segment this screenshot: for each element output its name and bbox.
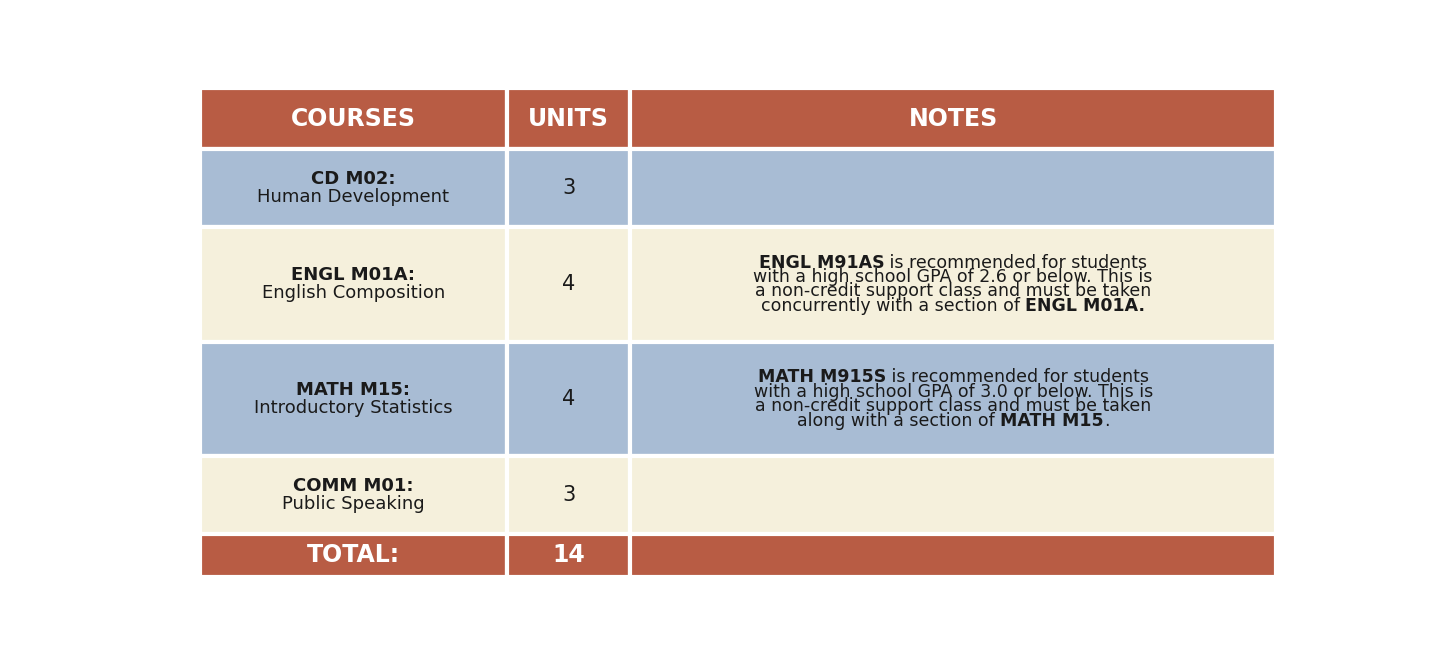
Text: ENGL M91AS: ENGL M91AS	[759, 253, 884, 272]
Text: NOTES: NOTES	[909, 107, 998, 131]
Bar	[507, 88, 631, 149]
Bar	[507, 149, 631, 227]
Text: concurrently with a section of: concurrently with a section of	[760, 297, 1025, 315]
Bar	[507, 457, 631, 534]
Bar	[507, 227, 631, 342]
Bar	[507, 534, 631, 576]
Text: Introductory Statistics: Introductory Statistics	[253, 399, 452, 417]
Text: ENGL M01A.: ENGL M01A.	[1025, 297, 1145, 315]
Text: TOTAL:: TOTAL:	[307, 543, 400, 567]
Bar	[631, 342, 1276, 457]
Text: .: .	[1104, 412, 1109, 430]
Text: 3: 3	[562, 178, 575, 198]
Bar	[200, 88, 507, 149]
Bar	[200, 534, 507, 576]
Text: 4: 4	[562, 389, 575, 409]
Bar	[200, 227, 507, 342]
Text: is recommended for students: is recommended for students	[884, 253, 1148, 272]
Bar	[200, 342, 507, 457]
Text: COURSES: COURSES	[291, 107, 416, 131]
Bar	[631, 149, 1276, 227]
Text: MATH M15: MATH M15	[1001, 412, 1104, 430]
Text: 14: 14	[552, 543, 585, 567]
Bar	[631, 88, 1276, 149]
Text: CD M02:: CD M02:	[311, 170, 396, 188]
Text: MATH M915S: MATH M915S	[757, 368, 886, 386]
Text: Human Development: Human Development	[258, 188, 449, 207]
Bar	[631, 457, 1276, 534]
Bar	[631, 534, 1276, 576]
Text: a non-credit support class and must be taken: a non-credit support class and must be t…	[755, 282, 1152, 301]
Text: UNITS: UNITS	[528, 107, 609, 131]
Bar	[507, 342, 631, 457]
Bar	[200, 149, 507, 227]
Text: along with a section of: along with a section of	[796, 412, 1001, 430]
Text: MATH M15:: MATH M15:	[297, 381, 410, 399]
Bar	[631, 227, 1276, 342]
Text: 4: 4	[562, 274, 575, 294]
Text: with a high school GPA of 2.6 or below. This is: with a high school GPA of 2.6 or below. …	[753, 268, 1153, 286]
Text: a non-credit support class and must be taken: a non-credit support class and must be t…	[755, 397, 1152, 415]
Text: COMM M01:: COMM M01:	[294, 477, 413, 495]
Text: Public Speaking: Public Speaking	[282, 495, 425, 513]
Text: ENGL M01A:: ENGL M01A:	[291, 266, 415, 284]
Text: 3: 3	[562, 485, 575, 505]
Text: with a high school GPA of 3.0 or below. This is: with a high school GPA of 3.0 or below. …	[753, 383, 1153, 401]
Text: is recommended for students: is recommended for students	[886, 368, 1149, 386]
Text: English Composition: English Composition	[262, 284, 445, 303]
Bar	[200, 457, 507, 534]
